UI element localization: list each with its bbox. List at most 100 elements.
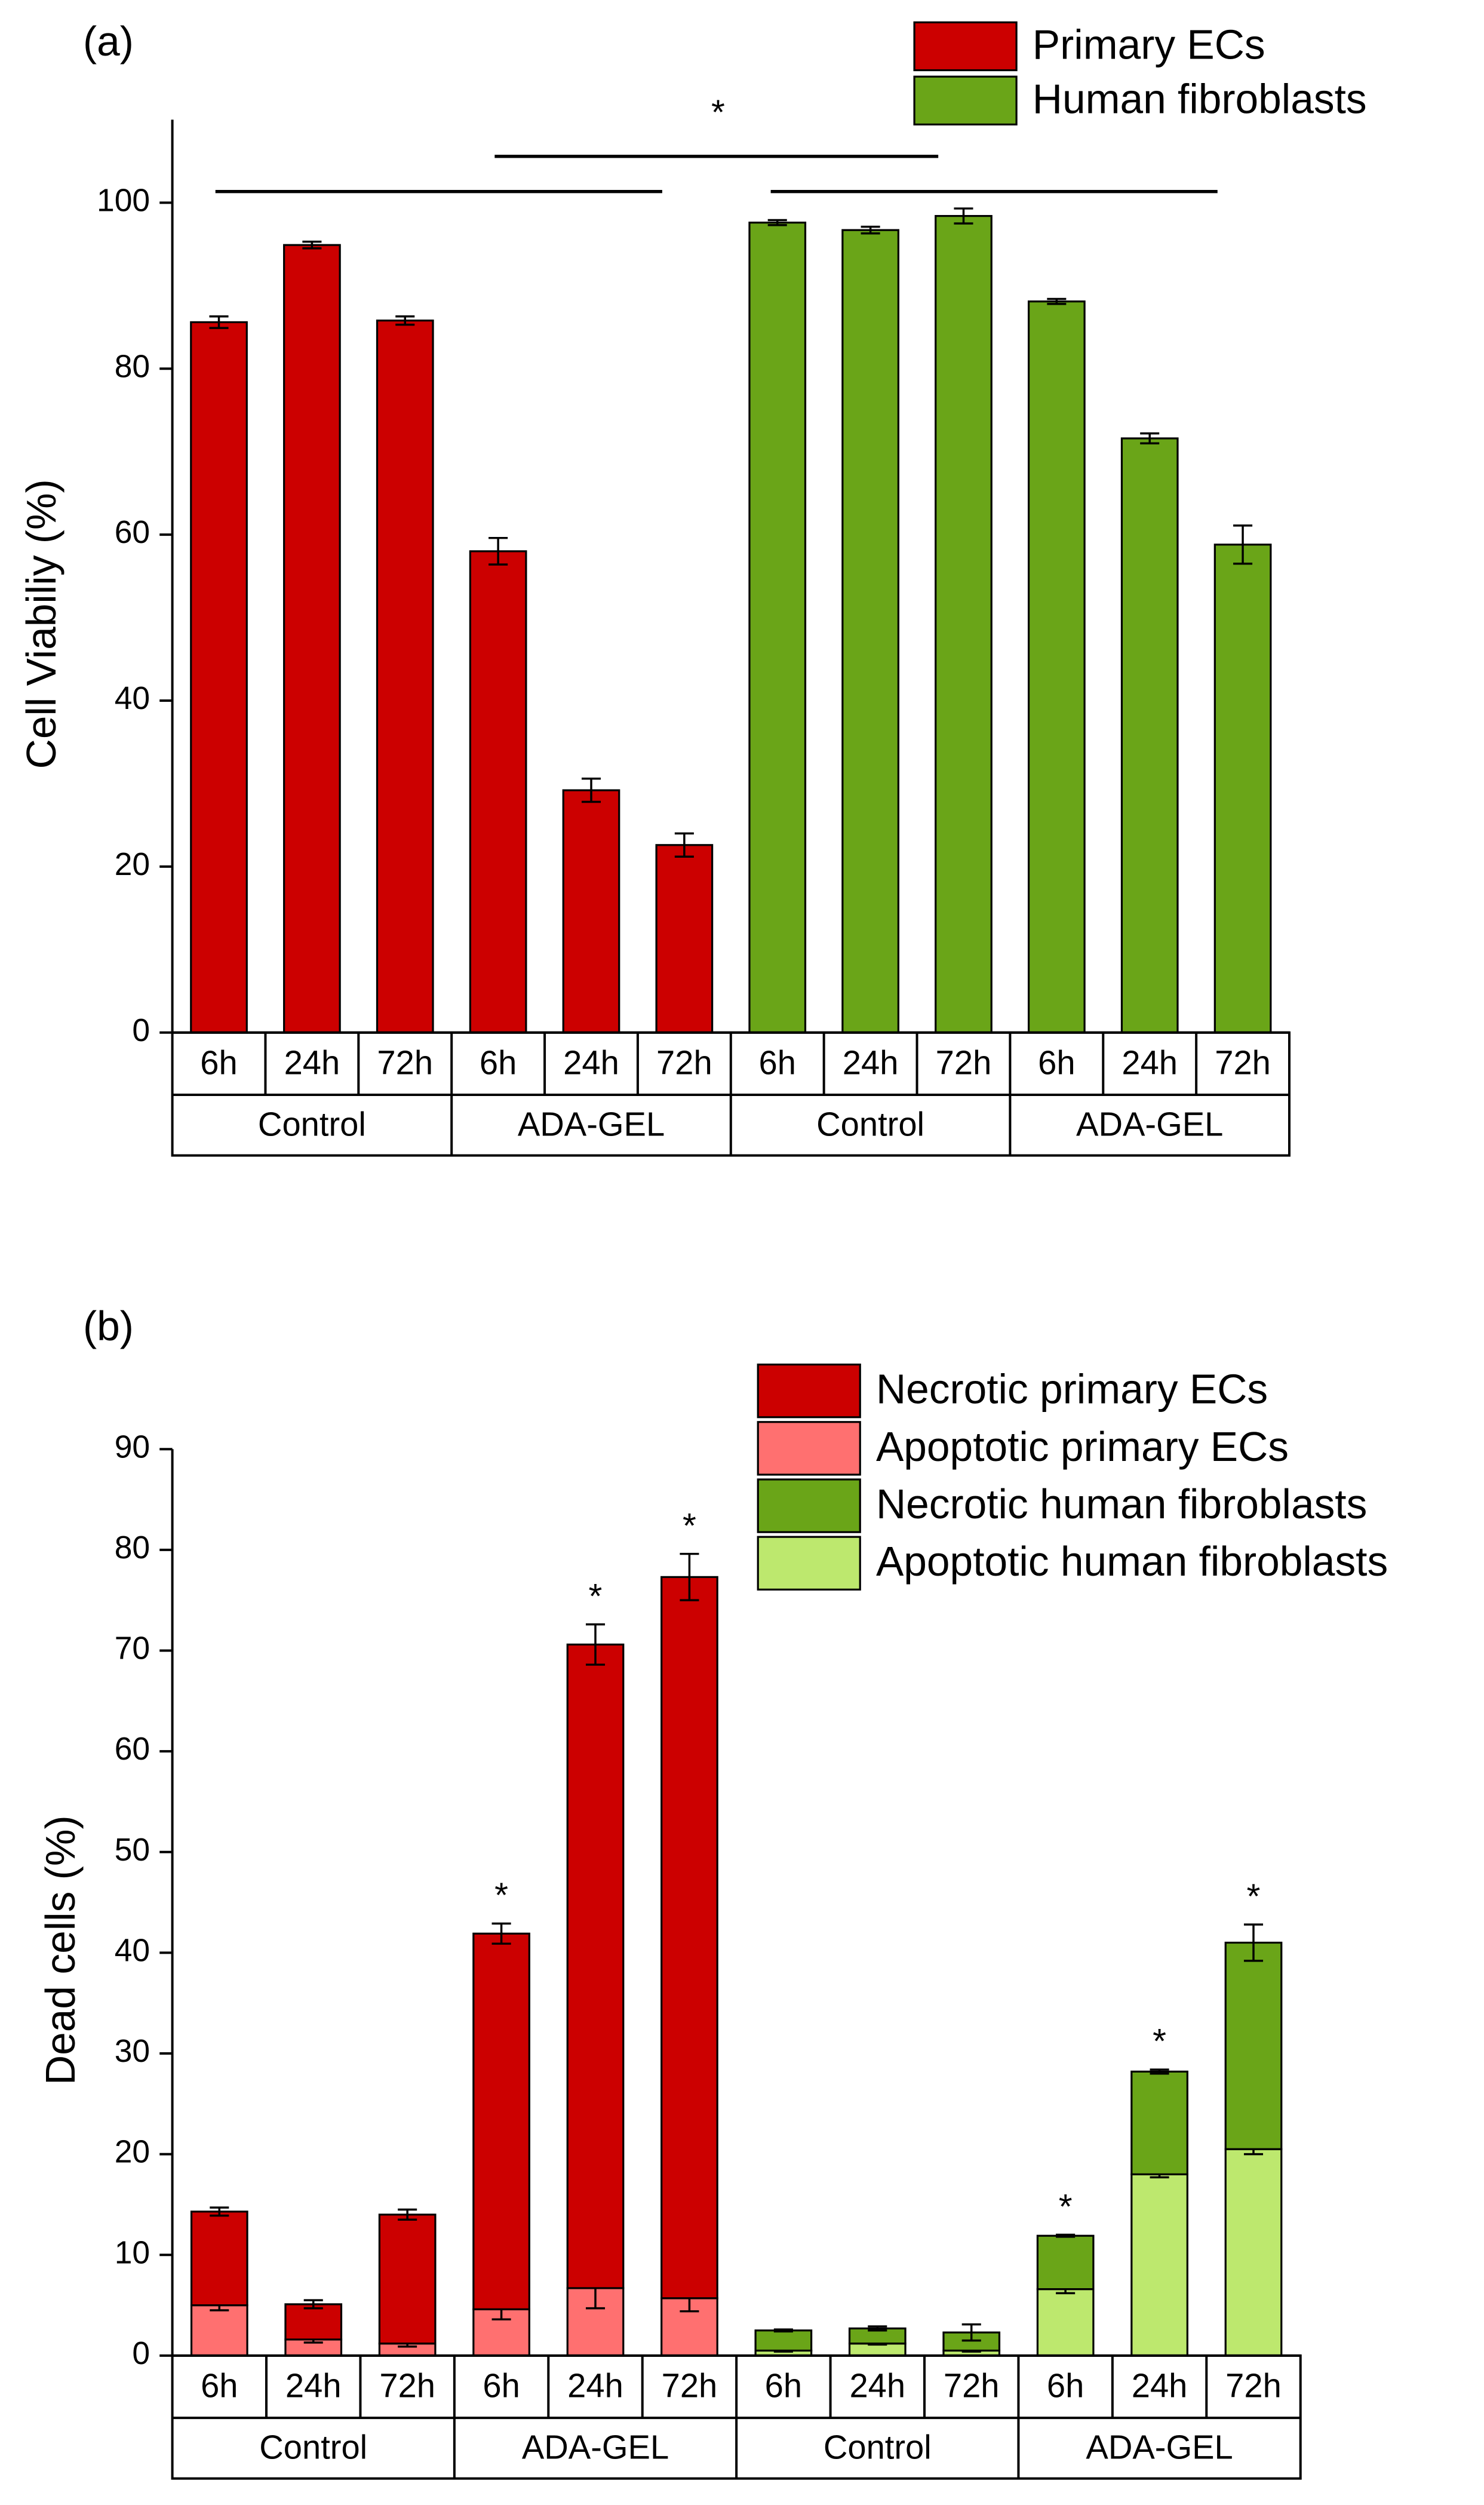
- bar-segment: [660, 1576, 718, 2300]
- y-tick-label: 80: [115, 349, 150, 384]
- bar-segment: [190, 2211, 248, 2307]
- y-tick-label: 20: [115, 847, 150, 882]
- error-bar: [1140, 432, 1160, 445]
- y-tick-label: 0: [132, 2336, 150, 2371]
- x-tick-label: 24h: [843, 1043, 899, 1081]
- y-tick-label: 30: [115, 2034, 150, 2069]
- bar: [1120, 437, 1179, 1034]
- x-tick-label: 24h: [849, 2367, 905, 2405]
- x-tick-label: 6h: [480, 1043, 517, 1081]
- x-tick-label: 72h: [1225, 2367, 1282, 2405]
- legend-label: Apoptotic primary ECs: [876, 1423, 1289, 1470]
- legend-label: Apoptotic human fibroblasts: [876, 1538, 1388, 1585]
- error-bar: [491, 1922, 511, 1945]
- group-label: ADA-GEL: [1076, 1105, 1223, 1143]
- bar: [655, 844, 714, 1034]
- y-tick-label: 80: [115, 1530, 150, 1565]
- panel-label: (b): [83, 1303, 134, 1349]
- group-label: Control: [259, 2428, 367, 2466]
- y-tick-label: 50: [115, 1832, 150, 1868]
- error-bar: [674, 832, 694, 858]
- error-bar: [961, 2323, 981, 2342]
- group-label: Control: [258, 1105, 366, 1143]
- significance-marker: *: [589, 1577, 603, 1616]
- x-tick-label: 6h: [1047, 2367, 1084, 2405]
- bar: [748, 222, 807, 1034]
- significance-marker: *: [1059, 2187, 1073, 2226]
- y-tick-label: 100: [97, 183, 150, 218]
- error-bar: [395, 315, 415, 326]
- x-tick-label: 24h: [563, 1043, 619, 1081]
- error-bar: [398, 2208, 417, 2221]
- group-label: ADA-GEL: [518, 1105, 665, 1143]
- bar-segment: [378, 2214, 437, 2345]
- x-tick-label: 72h: [936, 1043, 992, 1081]
- x-tick-label: 72h: [944, 2367, 1000, 2405]
- bar-segment: [472, 1932, 530, 2310]
- bar-segment: [1130, 2173, 1188, 2357]
- y-tick-label: 70: [115, 1631, 150, 1666]
- x-tick-label: 24h: [567, 2367, 623, 2405]
- error-bar: [773, 2328, 793, 2333]
- y-tick-label: 10: [115, 2235, 150, 2270]
- significance-lines: [215, 155, 1218, 194]
- significance-marker: *: [1247, 1877, 1261, 1916]
- bar-segment: [1130, 2070, 1188, 2175]
- y-tick-label: 40: [115, 681, 150, 716]
- error-bar: [585, 1623, 606, 1666]
- legend-swatch: [757, 1421, 861, 1476]
- x-tick-label: 24h: [1132, 2367, 1188, 2405]
- error-bar: [1233, 524, 1253, 565]
- x-tick-label: 6h: [483, 2367, 520, 2405]
- bar: [1027, 300, 1086, 1034]
- bar-segment: [190, 2304, 248, 2357]
- x-tick-label: 72h: [656, 1043, 712, 1081]
- error-bar: [209, 315, 229, 329]
- y-tick-label: 0: [132, 1013, 150, 1048]
- error-bar: [767, 219, 787, 226]
- bar: [841, 229, 899, 1034]
- significance-marker: *: [683, 1506, 696, 1545]
- y-tick-label: 60: [115, 515, 150, 550]
- x-tick-label: 6h: [201, 2367, 238, 2405]
- error-bar: [302, 240, 322, 250]
- x-tick-label: 72h: [379, 2367, 435, 2405]
- bar-segment: [1224, 2148, 1283, 2357]
- x-tick-label: 72h: [377, 1043, 433, 1081]
- x-tick-label: 6h: [759, 1043, 796, 1081]
- x-tick-label: 24h: [285, 2367, 342, 2405]
- error-bar: [488, 536, 508, 566]
- x-tick-label: 6h: [1038, 1043, 1075, 1081]
- group-label: Control: [824, 2428, 932, 2466]
- bar-segment: [284, 2303, 343, 2341]
- bar: [935, 214, 993, 1034]
- group-label: ADA-GEL: [1086, 2428, 1233, 2466]
- legend-label: Human fibroblasts: [1033, 75, 1367, 122]
- group-label: Control: [816, 1105, 924, 1143]
- error-bar: [581, 777, 601, 803]
- x-tick-label: 72h: [662, 2367, 718, 2405]
- error-bar: [1056, 2233, 1076, 2238]
- x-tick-label: 6h: [765, 2367, 802, 2405]
- bar: [469, 550, 527, 1034]
- error-bar: [303, 2299, 323, 2310]
- error-bar: [954, 207, 973, 225]
- significance-marker: *: [1153, 2022, 1166, 2061]
- bar: [1213, 544, 1272, 1034]
- bar: [376, 320, 434, 1034]
- group-label: ADA-GEL: [522, 2428, 669, 2466]
- bar-segment: [754, 2329, 813, 2352]
- y-tick-label: 40: [115, 1933, 150, 1968]
- bar: [190, 321, 248, 1034]
- legend-swatch: [757, 1536, 861, 1591]
- error-bar: [1047, 297, 1067, 305]
- annotation: *: [711, 93, 725, 132]
- panel-label: (a): [83, 18, 134, 65]
- legend-swatch: [757, 1478, 861, 1533]
- y-axis-label: Cell Viabiliy (%): [18, 479, 64, 769]
- bar-segment: [1224, 1941, 1283, 2150]
- bar: [562, 789, 620, 1034]
- error-bar: [1150, 2068, 1169, 2075]
